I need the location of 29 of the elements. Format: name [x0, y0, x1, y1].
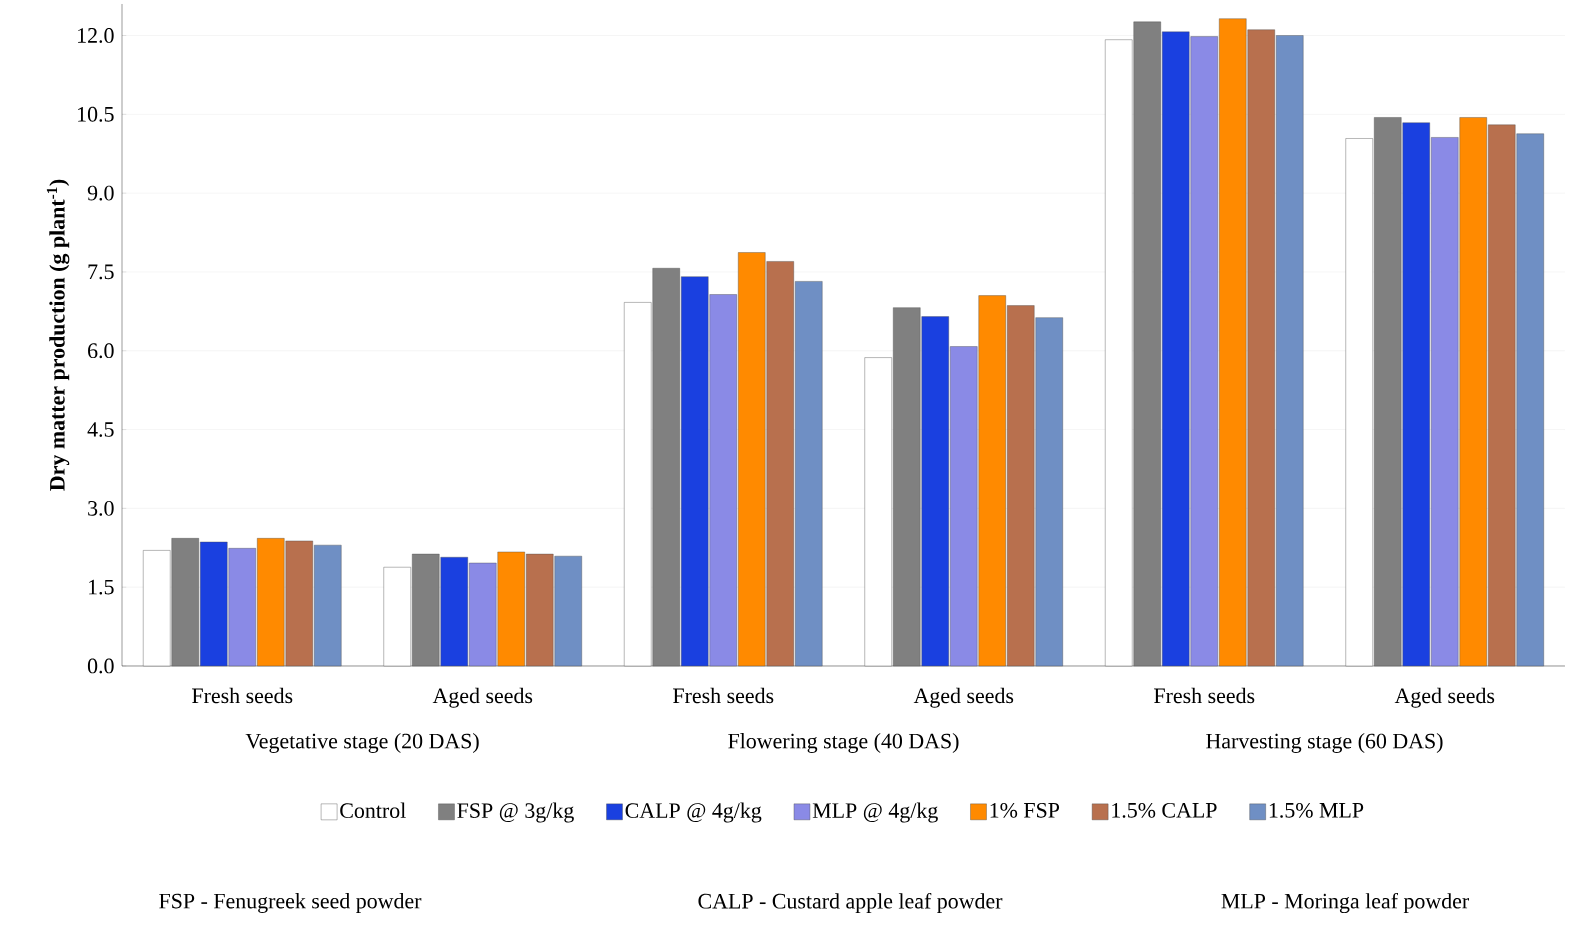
text: Harvesting stage (60 DAS) — [1206, 733, 1443, 753]
text: FSP - Fenugreek seed powder — [159, 893, 422, 913]
legend-label: 1% FSP — [990, 802, 1060, 818]
x-tick-label: Fresh seeds — [673, 687, 774, 704]
x-tick-label: Fresh seeds — [1154, 687, 1255, 704]
y-tick-label: 6.0 — [88, 343, 114, 359]
legend-label: 1.5% MLP — [1269, 802, 1364, 818]
y-tick-label: 1.5 — [89, 579, 114, 595]
legend-label: Control — [340, 802, 406, 819]
legend-label: 1.5% CALP — [1112, 802, 1217, 818]
x-tick-label: Aged seeds — [913, 687, 1014, 708]
y-tick-label: 7.5 — [88, 264, 114, 280]
y-tick-label: 10.5 — [78, 106, 114, 122]
legend-label: CALP @ 4g/kg — [625, 802, 762, 823]
y-tick-label: 9.0 — [87, 185, 114, 201]
x-tick-label: Aged seeds — [432, 687, 533, 708]
legend-label: FSP @ 3g/kg — [457, 802, 574, 823]
x-tick-label: Fresh seeds — [192, 687, 293, 704]
y-tick-label: 12.0 — [78, 28, 114, 43]
y-tick-label: 4.5 — [87, 422, 114, 437]
y-axis-title: Dry matter production (g plant$^{-1}$) — [46, 179, 70, 491]
text: MLP - Moringa leaf powder — [1221, 892, 1470, 914]
y-tick-label: 0.0 — [87, 658, 114, 674]
text: Flowering stage (40 DAS) — [728, 733, 959, 753]
text: CALP - Custard apple leaf powder — [698, 892, 1003, 914]
y-tick-label: 3.0 — [88, 500, 114, 516]
text: Vegetative stage (20 DAS) — [245, 733, 479, 753]
x-tick-label: Aged seeds — [1394, 687, 1495, 708]
legend-label: MLP @ 4g/kg — [812, 802, 938, 823]
